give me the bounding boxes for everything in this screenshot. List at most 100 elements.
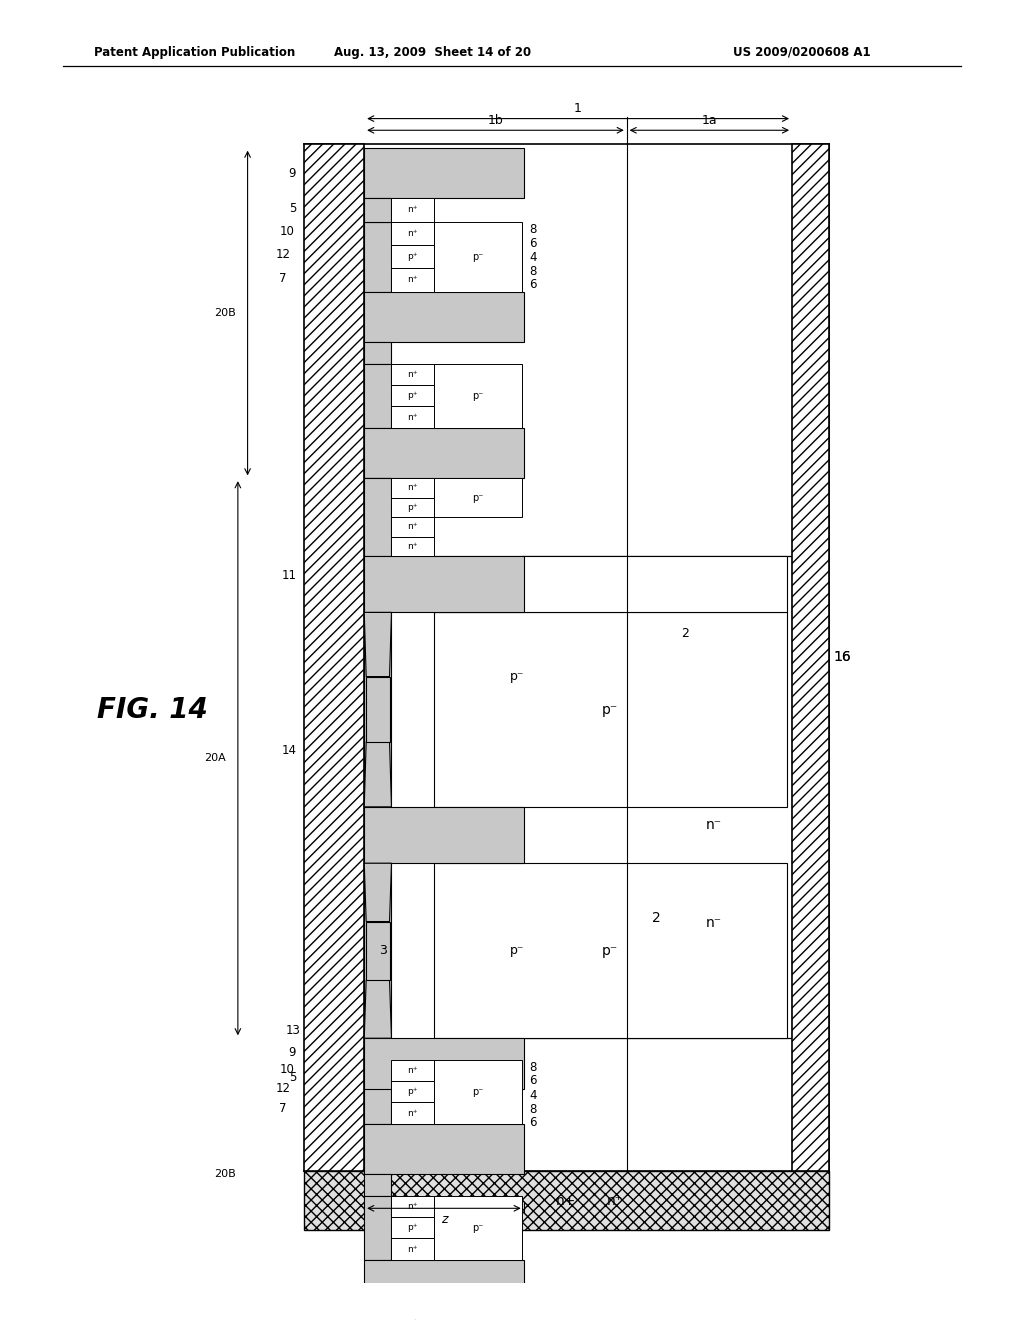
Text: 9: 9 [289,1047,296,1059]
Bar [365,478,391,498]
Text: n⁺: n⁺ [408,483,418,492]
Text: 13: 13 [286,1024,300,1038]
Bar [365,612,391,807]
Bar [365,1259,523,1311]
Text: p⁺: p⁺ [408,391,418,400]
Text: p⁻: p⁻ [472,1222,483,1233]
Text: 8: 8 [529,1102,537,1115]
Bar [391,385,434,407]
Text: 8: 8 [529,1061,537,1074]
Bar [365,863,391,1039]
Bar [391,498,434,517]
Text: n⁺: n⁺ [408,370,418,379]
Text: 20A: 20A [205,754,226,763]
Bar [391,478,434,498]
Bar [434,222,521,292]
Text: n⁺: n⁺ [408,413,418,421]
Polygon shape [367,677,389,742]
Text: n⁺: n⁺ [408,228,418,238]
Bar [434,612,787,807]
Bar [391,1311,434,1320]
Bar [365,148,523,198]
Bar [391,268,434,292]
Text: 8: 8 [529,265,537,277]
Bar [365,556,523,612]
Text: 10: 10 [280,224,294,238]
Text: p⁻: p⁻ [472,391,483,401]
Bar [365,144,792,1171]
Text: 20B: 20B [214,308,236,318]
Bar [391,1060,434,1081]
Bar [365,1060,391,1123]
Bar [434,363,521,428]
Text: 16: 16 [834,651,851,664]
Text: 3: 3 [379,944,387,957]
Text: p⁺: p⁺ [408,1088,418,1096]
Text: 1: 1 [574,103,582,115]
Text: 7: 7 [279,272,287,285]
Text: 9: 9 [289,166,296,180]
Text: 6: 6 [529,1074,537,1088]
Text: Patent Application Publication: Patent Application Publication [93,46,295,59]
Text: 5: 5 [289,1071,296,1084]
Text: FIG. 14: FIG. 14 [97,696,208,723]
Text: US 2009/0200608 A1: US 2009/0200608 A1 [733,46,870,59]
Text: 10: 10 [280,1063,294,1076]
Text: 2: 2 [681,627,689,640]
Text: n⁻: n⁻ [707,916,722,929]
Bar [365,1196,391,1259]
Text: p⁺: p⁺ [408,1224,418,1233]
Text: 14: 14 [282,744,296,756]
Bar [792,144,828,1171]
Bar [365,1123,523,1175]
Bar [365,198,391,222]
Bar [365,342,391,363]
Bar [391,363,434,385]
Polygon shape [365,979,391,1039]
Text: n+: n+ [556,1193,577,1208]
Text: 6: 6 [529,236,537,249]
Bar [391,1081,434,1102]
Bar [434,1060,521,1123]
Text: 12: 12 [275,248,291,261]
Text: 4: 4 [529,1089,537,1102]
Text: z: z [440,1213,447,1226]
Text: n⁺: n⁺ [607,1193,623,1208]
Bar [391,198,434,222]
Bar [365,428,523,478]
Text: 4: 4 [529,251,537,264]
Text: 20B: 20B [214,1170,236,1179]
Text: n⁻: n⁻ [707,818,722,833]
Bar [391,246,434,268]
Text: p⁺: p⁺ [408,503,418,512]
Bar [521,556,792,1039]
Text: 1a: 1a [701,114,717,127]
Text: n⁺: n⁺ [408,1109,418,1118]
Text: Aug. 13, 2009  Sheet 14 of 20: Aug. 13, 2009 Sheet 14 of 20 [334,46,530,59]
Bar [365,807,523,863]
Bar [365,222,391,292]
Bar [365,1175,391,1196]
Text: n⁺: n⁺ [408,1245,418,1254]
Text: 8: 8 [529,223,537,236]
Bar [391,1196,434,1217]
Text: 2: 2 [652,911,662,924]
Polygon shape [365,863,391,921]
Bar [391,537,434,556]
Text: p⁺: p⁺ [408,252,418,261]
Bar [391,1102,434,1123]
Bar [391,222,434,246]
Bar [365,1039,523,1089]
Polygon shape [365,612,391,677]
Text: p⁻: p⁻ [602,944,618,958]
Bar [434,556,787,612]
Polygon shape [365,742,391,807]
Text: n⁺: n⁺ [408,206,418,214]
Bar [391,517,434,537]
Polygon shape [367,921,389,979]
Text: p⁻: p⁻ [602,702,618,717]
Bar [304,1171,828,1230]
Bar [391,1217,434,1238]
Text: n⁺: n⁺ [408,276,418,285]
Text: n⁺: n⁺ [408,523,418,532]
